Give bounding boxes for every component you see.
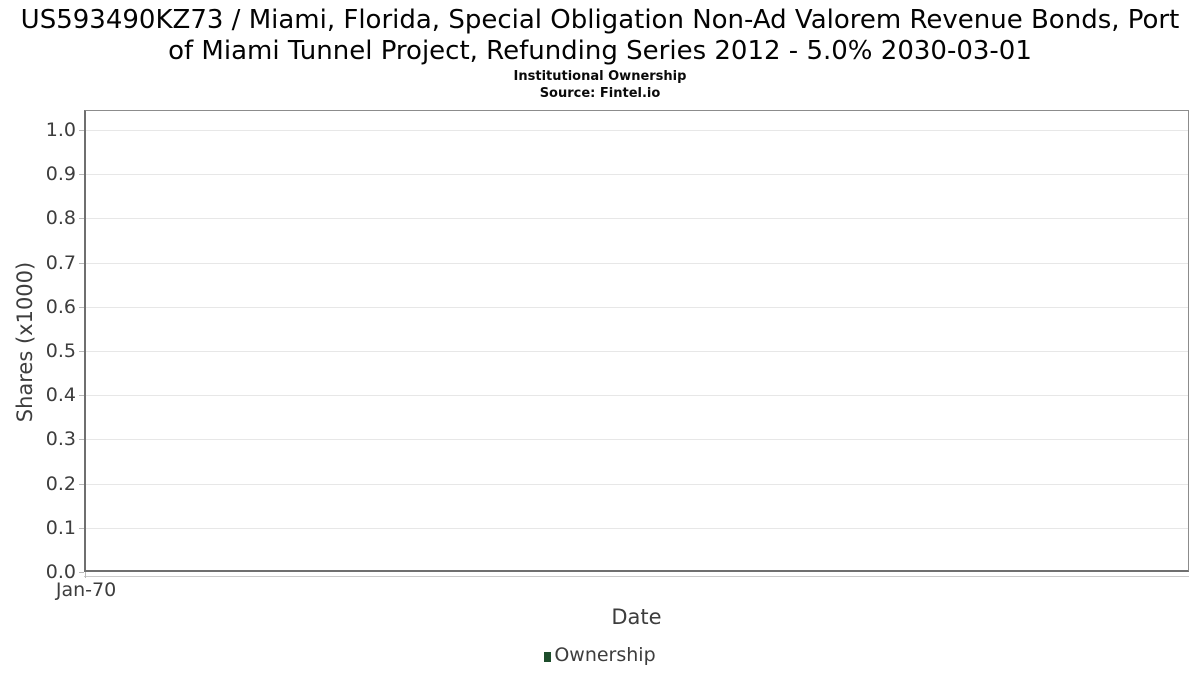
plot-frame (84, 110, 1189, 572)
x-axis-label: Date (611, 605, 662, 629)
legend-label-ownership: Ownership (554, 644, 656, 666)
gridline (86, 174, 1188, 175)
x-axis-line (84, 576, 1189, 577)
legend-swatch-ownership (544, 651, 552, 662)
gridline (86, 528, 1188, 529)
y-tick-mark (79, 572, 84, 573)
gridline (86, 218, 1188, 219)
chart-subtitle: Institutional Ownership (513, 69, 687, 84)
x-tick-label: Jan-70 (55, 579, 117, 601)
y-axis-label: Shares (x1000) (13, 261, 37, 423)
y-tick-label: 1.0 (45, 119, 76, 141)
gridline (86, 439, 1188, 440)
gridline (86, 130, 1188, 131)
y-tick-label: 0.9 (45, 163, 76, 185)
gridline (86, 484, 1188, 485)
gridline (86, 263, 1188, 264)
y-tick-label: 0.1 (45, 517, 76, 539)
chart-source: Source: Fintel.io (539, 86, 661, 101)
gridline (86, 395, 1188, 396)
gridline (86, 351, 1188, 352)
chart-title: US593490KZ73 / Miami, Florida, Special O… (20, 5, 1180, 66)
x-tick-mark (85, 572, 86, 578)
gridline (86, 307, 1188, 308)
legend: Ownership (0, 644, 1200, 666)
